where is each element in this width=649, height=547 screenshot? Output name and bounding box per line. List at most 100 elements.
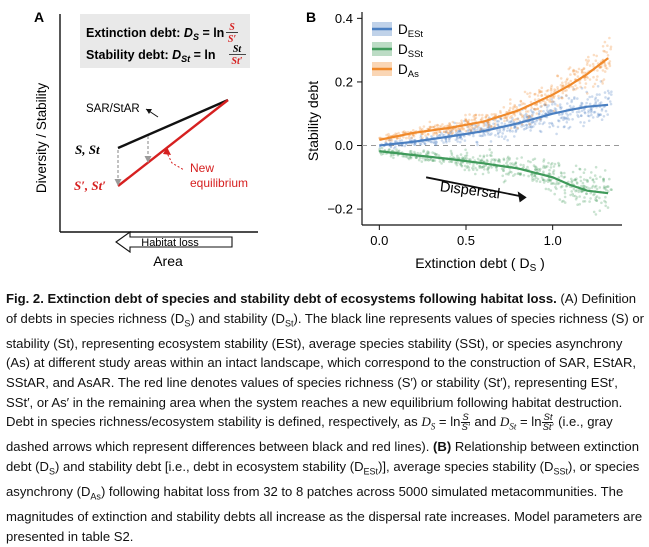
scatter-point bbox=[579, 121, 582, 124]
scatter-point bbox=[417, 158, 421, 162]
scatter-point bbox=[394, 140, 397, 143]
scatter-point bbox=[599, 66, 602, 69]
scatter-point bbox=[444, 139, 448, 143]
scatter-point bbox=[421, 127, 424, 131]
scatter-point bbox=[506, 138, 510, 142]
scatter-point bbox=[552, 100, 556, 104]
scatter-point bbox=[587, 114, 591, 118]
scatter-point bbox=[513, 105, 517, 108]
scatter-point bbox=[529, 125, 533, 129]
scatter-point bbox=[414, 155, 418, 159]
scatter-point bbox=[556, 86, 559, 89]
scatter-point bbox=[456, 161, 459, 164]
scatter-point bbox=[567, 180, 570, 184]
x-tick-label: 0.0 bbox=[370, 233, 388, 248]
scatter-point bbox=[392, 156, 395, 160]
scatter-point bbox=[574, 197, 578, 201]
scatter-point bbox=[551, 100, 554, 104]
scatter-point bbox=[513, 173, 517, 176]
scatter-point bbox=[571, 179, 574, 183]
scatter-point bbox=[603, 91, 607, 94]
scatter-point bbox=[490, 158, 494, 161]
scatter-point bbox=[528, 114, 532, 118]
scatter-point bbox=[593, 185, 597, 189]
scatter-point bbox=[537, 88, 541, 92]
scatter-point bbox=[568, 104, 572, 108]
scatter-point bbox=[602, 78, 606, 81]
scatter-point bbox=[418, 156, 422, 160]
scatter-point bbox=[590, 186, 594, 189]
scatter-point bbox=[530, 173, 533, 176]
scatter-point bbox=[533, 165, 537, 169]
scatter-point bbox=[395, 132, 399, 136]
scatter-point bbox=[599, 80, 603, 83]
scatter-point bbox=[586, 92, 589, 95]
scatter-point bbox=[570, 100, 573, 104]
scatter-point bbox=[588, 187, 591, 190]
scatter-point bbox=[521, 114, 524, 118]
scatter-point bbox=[589, 197, 592, 200]
scatter-point bbox=[557, 164, 561, 168]
scatter-point bbox=[478, 159, 482, 162]
scatter-point bbox=[428, 125, 432, 129]
scatter-point bbox=[508, 157, 512, 160]
scatter-point bbox=[598, 66, 602, 69]
scatter-point bbox=[604, 109, 608, 113]
scatter-point bbox=[570, 182, 574, 185]
scatter-point bbox=[513, 125, 517, 129]
scatter-point bbox=[527, 115, 531, 118]
scatter-point bbox=[431, 159, 435, 162]
scatter-point bbox=[598, 209, 602, 212]
scatter-point bbox=[459, 153, 463, 156]
scatter-point bbox=[476, 157, 480, 161]
scatter-point bbox=[433, 159, 437, 162]
new-equilibrium-pointer bbox=[165, 150, 185, 171]
scatter-point bbox=[527, 116, 531, 120]
scatter-point bbox=[487, 124, 491, 127]
scatter-point bbox=[409, 156, 413, 160]
panel-b-plot: −0.2 0.0 0.2 0.4 0.0 0.5 1.0 DESt DSSt DAs Dispers… bbox=[327, 11, 622, 248]
scatter-point bbox=[550, 121, 553, 125]
scatter-point bbox=[583, 111, 586, 114]
scatter-point bbox=[444, 130, 448, 133]
scatter-point bbox=[548, 122, 551, 125]
scatter-point bbox=[549, 87, 553, 91]
scatter-point bbox=[608, 100, 612, 103]
scatter-point bbox=[507, 173, 510, 176]
caption-fraction-1: S S′ bbox=[461, 412, 470, 434]
scatter-point bbox=[553, 88, 556, 91]
scatter-point bbox=[452, 156, 455, 159]
scatter-point bbox=[505, 118, 509, 121]
scatter-point bbox=[502, 167, 506, 170]
scatter-point bbox=[462, 157, 465, 160]
scatter-point bbox=[591, 178, 595, 181]
scatter-point bbox=[593, 98, 597, 101]
scatter-point bbox=[479, 128, 483, 131]
scatter-point bbox=[600, 118, 604, 121]
scatter-point bbox=[560, 106, 563, 109]
scatter-point bbox=[463, 119, 466, 123]
scatter-point bbox=[590, 107, 593, 110]
scatter-point bbox=[571, 70, 575, 73]
scatter-point bbox=[506, 157, 509, 160]
svg-text:St′: St′ bbox=[231, 56, 242, 67]
scatter-point bbox=[486, 160, 489, 163]
scatter-point bbox=[504, 116, 507, 120]
scatter-point bbox=[531, 113, 534, 116]
scatter-point bbox=[487, 166, 491, 170]
scatter-point bbox=[486, 125, 490, 129]
scatter-point bbox=[540, 104, 543, 108]
scatter-point bbox=[583, 71, 586, 75]
scatter-point bbox=[408, 156, 412, 159]
scatter-point bbox=[405, 136, 408, 140]
scatter-point bbox=[588, 200, 591, 203]
scatter-point bbox=[400, 144, 403, 147]
scatter-point bbox=[490, 125, 493, 128]
scatter-point bbox=[541, 122, 545, 126]
scatter-point bbox=[428, 120, 432, 124]
scatter-point bbox=[575, 177, 578, 180]
scatter-point bbox=[572, 87, 576, 91]
scatter-point bbox=[503, 137, 506, 141]
scatter-point bbox=[602, 186, 606, 190]
scatter-point bbox=[510, 114, 513, 118]
